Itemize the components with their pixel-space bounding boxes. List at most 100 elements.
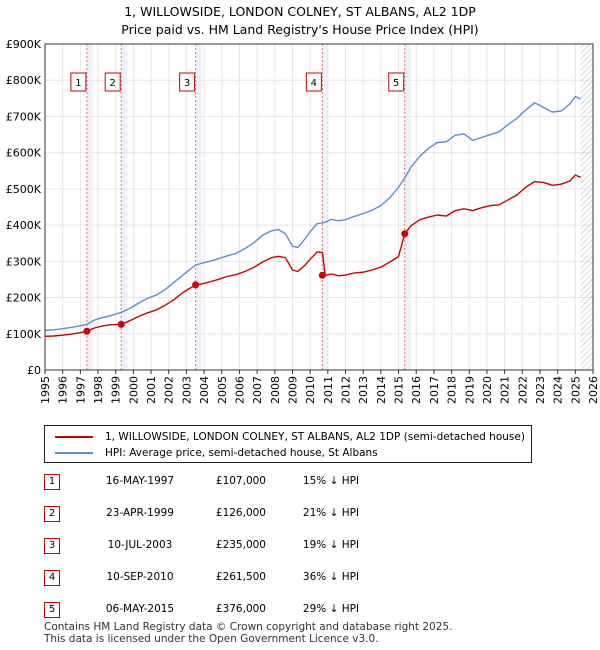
x-tick-label: 2020: [481, 376, 494, 404]
sale-price: £261,500: [215, 571, 266, 583]
sale-span-shade: [322, 44, 329, 370]
x-tick-label: 1998: [92, 376, 105, 404]
forecast-hatch: [580, 44, 593, 370]
sale-marker-label: 3: [184, 78, 190, 89]
sale-point: [318, 271, 326, 279]
legend-item-property: 1, WILLOWSIDE, LONDON COLNEY, ST ALBANS,…: [55, 431, 525, 443]
sale-marker-box: [388, 72, 405, 92]
x-tick-label: 2014: [375, 376, 388, 404]
sale-date: 10-SEP-2010: [106, 571, 174, 583]
sale-date: 10-JUL-2003: [107, 539, 173, 551]
sale-span-shade: [195, 44, 202, 370]
table-row: 5 06-MAY-2015 £376,000 29% ↓ HPI: [44, 602, 564, 618]
sale-price: £126,000: [215, 507, 266, 519]
hpi-series-line: [44, 95, 581, 332]
sale-number-badge: 5: [44, 602, 60, 618]
y-tick-label: £0: [27, 364, 41, 377]
x-tick-label: 2004: [198, 376, 211, 404]
x-tick-label: 2000: [127, 376, 140, 404]
x-tick-label: 2007: [251, 376, 264, 404]
sale-marker-box: [104, 72, 121, 92]
series-lines: [44, 95, 581, 337]
sale-price: £235,000: [215, 539, 266, 551]
x-tick-label: 2024: [552, 376, 565, 404]
sale-point: [117, 320, 125, 328]
sale-number-badge: 3: [44, 538, 60, 554]
sale-marker-label: 4: [311, 78, 317, 89]
table-row: 2 23-APR-1999 £126,000 21% ↓ HPI: [44, 506, 564, 522]
table-row: 1 16-MAY-1997 £107,000 15% ↓ HPI: [44, 474, 564, 490]
sale-marker-label: 5: [393, 78, 399, 89]
sale-hpi-diff: 21% ↓ HPI: [302, 507, 360, 519]
y-tick-label: £200K: [6, 292, 42, 305]
x-tick-label: 2010: [304, 376, 317, 404]
footer-licence: This data is licensed under the Open Gov…: [44, 633, 379, 645]
y-tick-label: £300K: [6, 255, 42, 268]
x-tick-label: 2023: [534, 376, 547, 404]
sale-hpi-diff: 29% ↓ HPI: [302, 603, 360, 615]
sale-date: 16-MAY-1997: [105, 475, 175, 487]
x-tick-label: 2011: [322, 376, 335, 404]
x-tick-label: 2001: [145, 376, 158, 404]
x-tick-label: 2022: [516, 376, 529, 404]
x-tick-label: 1996: [57, 376, 70, 404]
sale-hpi-diff: 15% ↓ HPI: [302, 475, 360, 487]
price-chart: 1 2 3 4 5 £0 £100K £200K £300K £400K £500K £600K £7…: [6, 38, 600, 404]
x-tick-label: 2016: [410, 376, 423, 404]
table-row: 4 10-SEP-2010 £261,500 36% ↓ HPI: [44, 570, 564, 586]
sale-price: £376,000: [215, 603, 266, 615]
y-tick-label: £500K: [6, 183, 42, 196]
sale-hpi-diff: 36% ↓ HPI: [302, 571, 360, 583]
legend-label-hpi: HPI: Average price, semi-detached house,…: [105, 447, 378, 459]
legend-swatch-hpi: [55, 452, 93, 454]
sale-date: 06-MAY-2015: [105, 603, 175, 615]
x-tick-label: 2021: [499, 376, 512, 404]
x-tick-label: 2018: [446, 376, 459, 404]
y-tick-label: £800K: [6, 74, 42, 87]
footer: Contains HM Land Registry data © Crown c…: [44, 621, 452, 645]
sale-price: £107,000: [215, 475, 266, 487]
x-tick-label: 2006: [233, 376, 246, 404]
x-tick-label: 2005: [216, 376, 229, 404]
legend-label-property: 1, WILLOWSIDE, LONDON COLNEY, ST ALBANS,…: [105, 431, 525, 443]
y-tick-label: £600K: [6, 147, 42, 160]
plot-frame: [44, 43, 594, 371]
sale-span-shade: [86, 44, 93, 370]
x-tick-label: 2008: [269, 376, 282, 404]
axes: £0 £100K £200K £300K £400K £500K £600K £700K £80…: [6, 38, 600, 404]
chart-title-block: 1, WILLOWSIDE, LONDON COLNEY, ST ALBANS,…: [0, 3, 600, 39]
sale-marker-box: [70, 72, 87, 92]
x-tick-label: 1995: [39, 376, 52, 404]
chart-title: 1, WILLOWSIDE, LONDON COLNEY, ST ALBANS,…: [124, 4, 476, 19]
y-tick-label: £100K: [6, 328, 42, 341]
sale-span-shade: [404, 44, 411, 370]
table-row: 3 10-JUL-2003 £235,000 19% ↓ HPI: [44, 538, 564, 554]
sale-marker-label: 1: [75, 78, 81, 89]
sale-number-badge: 1: [44, 474, 60, 490]
sale-marker-box: [305, 72, 322, 92]
x-tick-label: 2015: [393, 376, 406, 404]
x-tick-label: 2017: [428, 376, 441, 404]
y-tick-label: £400K: [6, 219, 42, 232]
sale-marker-box: [179, 72, 196, 92]
sale-markers: 1 2 3 4 5: [70, 44, 411, 370]
sale-points: [83, 230, 409, 335]
sale-span-shade: [121, 44, 128, 370]
sale-number-badge: 2: [44, 506, 60, 522]
x-tick-label: 2013: [357, 376, 370, 404]
x-tick-label: 2026: [587, 376, 600, 404]
footer-copyright: Contains HM Land Registry data © Crown c…: [44, 621, 453, 633]
y-tick-label: £900K: [6, 38, 42, 51]
sale-date: 23-APR-1999: [106, 507, 174, 519]
chart-subtitle: Price paid vs. HM Land Registry's House …: [121, 22, 479, 37]
sale-point: [192, 281, 200, 289]
x-tick-label: 1999: [110, 376, 123, 404]
legend-item-hpi: HPI: Average price, semi-detached house,…: [55, 447, 378, 459]
sale-number-badge: 4: [44, 570, 60, 586]
x-tick-label: 2025: [569, 376, 582, 404]
x-tick-label: 2009: [286, 376, 299, 404]
x-tick-label: 2003: [180, 376, 193, 404]
x-tick-label: 2002: [163, 376, 176, 404]
legend: 1, WILLOWSIDE, LONDON COLNEY, ST ALBANS,…: [44, 425, 532, 463]
y-tick-label: £700K: [6, 110, 42, 123]
